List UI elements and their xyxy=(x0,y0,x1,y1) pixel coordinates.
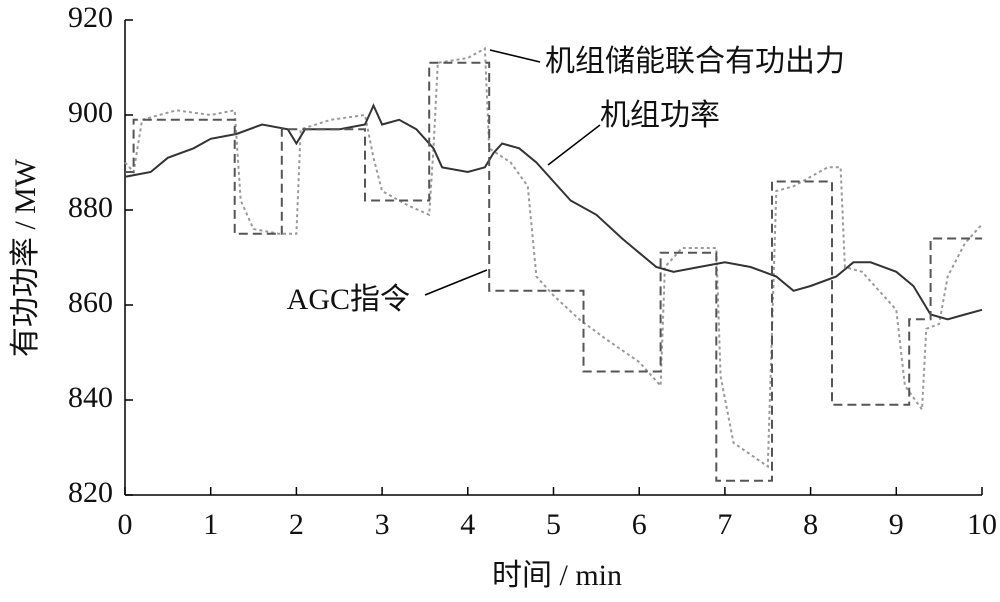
x-tick-label: 10 xyxy=(967,508,997,541)
series-label: 机组储能联合有功出力 xyxy=(545,45,845,78)
series-label: AGC指令 xyxy=(287,283,410,316)
series-line xyxy=(124,103,983,321)
x-axis-label: 时间 / min xyxy=(492,559,622,592)
x-tick-label: 5 xyxy=(546,508,561,541)
series-line xyxy=(125,61,982,482)
y-tick-label: 840 xyxy=(68,381,113,414)
y-axis-label: 有功功率 / MW xyxy=(9,158,42,357)
leader-line xyxy=(489,49,541,63)
series-label: 机组功率 xyxy=(600,99,720,132)
y-tick-label: 880 xyxy=(68,191,113,224)
leader-line xyxy=(547,124,601,166)
x-tick-label: 1 xyxy=(203,508,218,541)
x-tick-label: 9 xyxy=(889,508,904,541)
x-tick-label: 6 xyxy=(632,508,647,541)
y-tick-label: 820 xyxy=(68,476,113,509)
y-tick-label: 920 xyxy=(68,1,113,34)
x-tick-label: 7 xyxy=(717,508,732,541)
x-tick-label: 0 xyxy=(118,508,133,541)
x-tick-label: 8 xyxy=(803,508,818,541)
y-tick-label: 900 xyxy=(68,96,113,129)
leader-line xyxy=(424,269,488,296)
x-tick-label: 2 xyxy=(289,508,304,541)
x-tick-label: 3 xyxy=(375,508,390,541)
x-tick-label: 4 xyxy=(460,508,475,541)
series-line xyxy=(124,46,983,469)
y-tick-label: 860 xyxy=(68,286,113,319)
